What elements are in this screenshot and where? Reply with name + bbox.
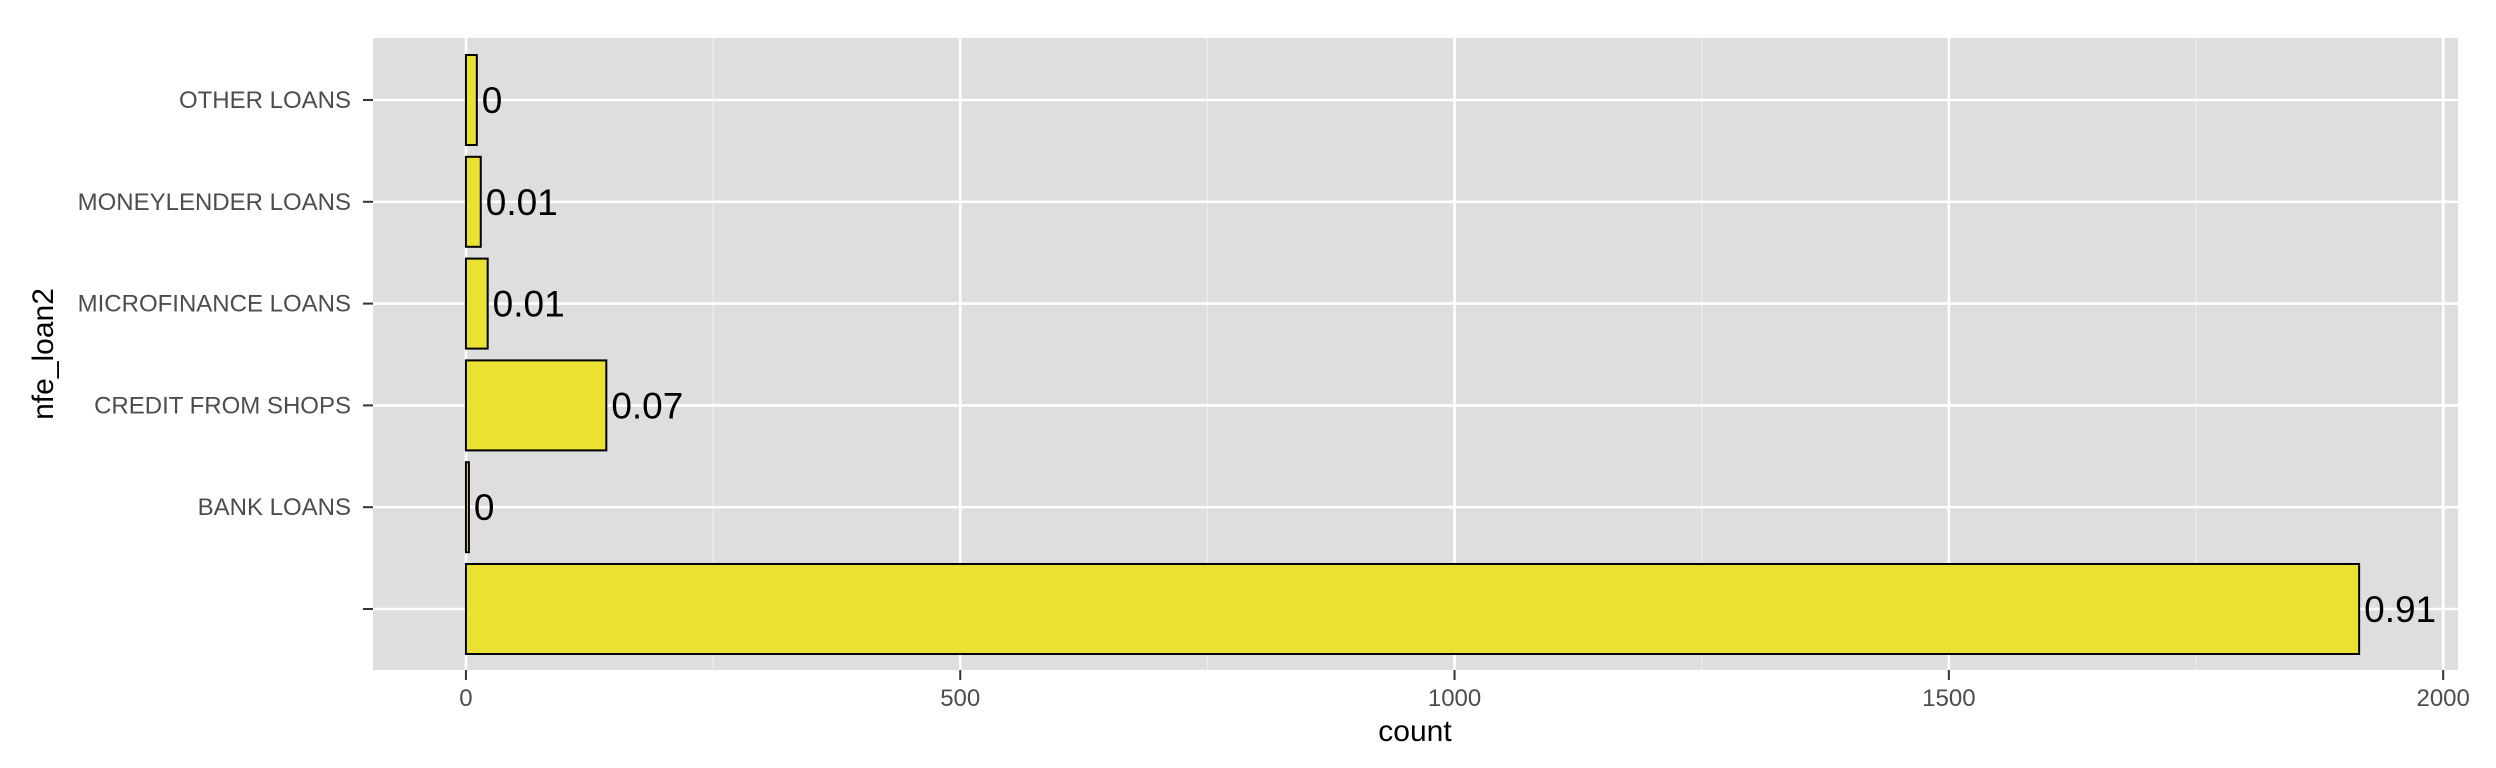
bar [464, 155, 482, 248]
bar-value-label: 0.91 [2364, 589, 2436, 630]
bar [464, 563, 2361, 655]
bar [464, 257, 489, 350]
bar [464, 461, 470, 554]
x-tick-label: 0 [459, 685, 472, 712]
bars [464, 54, 2361, 655]
bar [464, 359, 608, 452]
y-tick-label: BANK LOANS [198, 494, 351, 521]
bar-value-label: 0 [482, 80, 503, 121]
y-tick-label: OTHER LOANS [179, 87, 351, 114]
bar-value-label: 0.01 [486, 182, 558, 223]
y-tick-label: MICROFINANCE LOANS [78, 291, 351, 318]
bar [464, 54, 478, 146]
x-axis-title: count [1378, 715, 1452, 748]
x-tick-label: 1000 [1428, 685, 1481, 712]
x-tick-label: 500 [940, 685, 980, 712]
x-tick-label: 2000 [2416, 685, 2469, 712]
x-tick-label: 1500 [1922, 685, 1975, 712]
bar-value-label: 0.07 [611, 385, 683, 426]
y-tick-label: CREDIT FROM SHOPS [94, 392, 351, 419]
y-axis-title: nfe_loan2 [27, 288, 60, 420]
x-axis: 0 500 1000 1500 2000 [459, 670, 2470, 712]
y-axis: BANK LOANS CREDIT FROM SHOPS MICROFINANCE … [78, 87, 373, 610]
y-tick-label: MONEYLENDER LOANS [78, 189, 351, 216]
bar-value-label: 0.01 [493, 284, 565, 325]
bar-value-label: 0 [474, 487, 495, 528]
data-labels: 0.91 0 0.07 0.01 0.01 0 [474, 80, 2436, 630]
